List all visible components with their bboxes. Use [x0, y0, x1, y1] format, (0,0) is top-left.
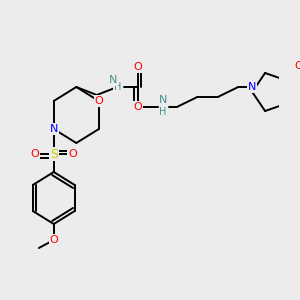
Text: H: H: [114, 82, 121, 92]
Text: H: H: [159, 107, 167, 117]
Text: N: N: [108, 75, 117, 85]
Text: O: O: [134, 62, 142, 72]
Text: O: O: [94, 96, 103, 106]
Text: N: N: [50, 124, 58, 134]
Text: N: N: [159, 95, 167, 105]
Text: O: O: [31, 149, 40, 159]
Text: S: S: [50, 148, 58, 160]
Text: N: N: [248, 82, 256, 92]
Text: O: O: [50, 235, 58, 245]
Text: O: O: [68, 149, 77, 159]
Text: O: O: [295, 61, 300, 71]
Text: O: O: [134, 102, 142, 112]
